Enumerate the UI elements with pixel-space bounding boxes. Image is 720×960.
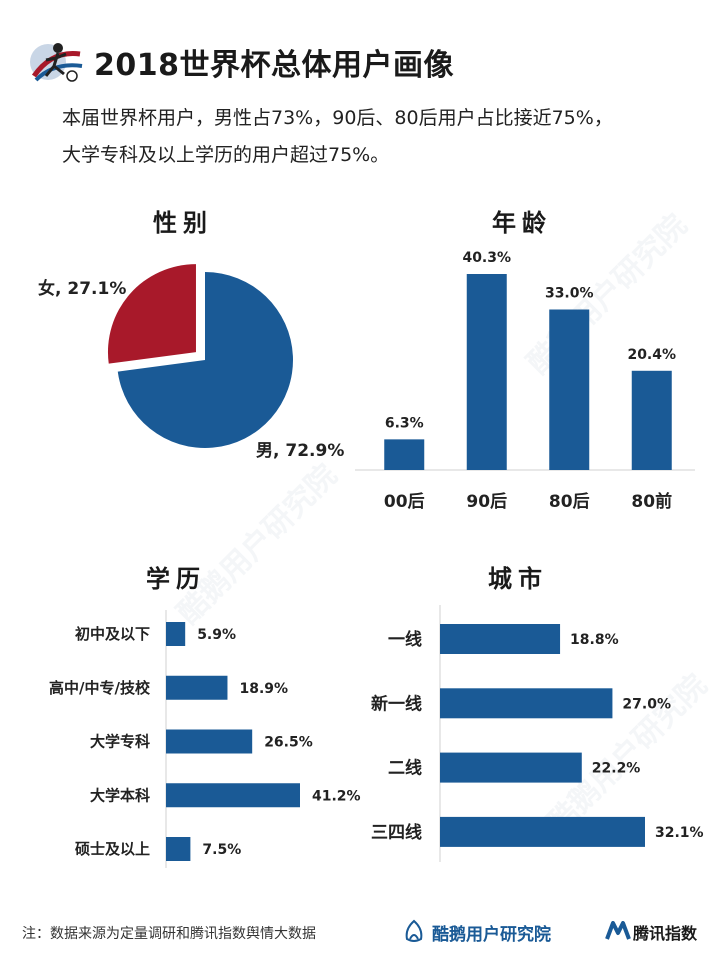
age-bar bbox=[384, 439, 425, 470]
education-data-label: 5.9% bbox=[197, 627, 236, 643]
age-bar bbox=[466, 274, 507, 470]
source-footnote: 注：数据来源为定量调研和腾讯指数舆情大数据 bbox=[22, 926, 316, 942]
age-data-label: 6.3% bbox=[385, 415, 424, 431]
city-tick-label: 新一线 bbox=[371, 693, 422, 714]
city-tick-label: 三四线 bbox=[371, 822, 422, 843]
education-bar bbox=[166, 622, 186, 646]
subtitle-line-2: 大学专科及以上学历的用户超过75%。 bbox=[62, 144, 390, 166]
education-tick-label: 硕士及以上 bbox=[75, 840, 150, 858]
education-tick-label: 初中及以下 bbox=[75, 625, 150, 643]
education-bar bbox=[166, 729, 253, 754]
city-data-label: 18.8% bbox=[570, 632, 619, 648]
education-tick-label: 高中/中专/技校 bbox=[49, 679, 151, 697]
pie-slice-female bbox=[107, 264, 196, 364]
education-tick-label: 大学专科 bbox=[90, 733, 150, 751]
education-bar bbox=[166, 783, 300, 808]
pie-label-male: 男, 72.9% bbox=[256, 441, 344, 461]
age-tick-label: 80前 bbox=[631, 491, 672, 512]
penguin-logo-icon bbox=[405, 919, 423, 942]
tencent-index-logo-icon bbox=[605, 921, 631, 940]
pie-label-female: 女, 27.1% bbox=[38, 278, 126, 299]
education-bar bbox=[166, 837, 191, 861]
age-data-label: 20.4% bbox=[627, 347, 676, 363]
education-bar bbox=[166, 675, 228, 700]
gender-section-title: 性别 bbox=[153, 209, 213, 237]
age-tick-label: 90后 bbox=[466, 492, 507, 512]
age-bar bbox=[549, 309, 590, 470]
city-bar bbox=[440, 752, 582, 783]
city-tick-label: 二线 bbox=[388, 758, 422, 779]
city-bar bbox=[440, 624, 561, 654]
city-data-label: 27.0% bbox=[622, 696, 671, 712]
education-tick-label: 大学本科 bbox=[90, 786, 150, 804]
age-bar bbox=[631, 370, 672, 470]
city-section-title: 城市 bbox=[488, 565, 548, 593]
football-player-icon bbox=[30, 43, 83, 82]
subtitle-line-1: 本届世界杯用户，男性占73%，90后、80后用户占比接近75%， bbox=[62, 107, 613, 129]
city-bar bbox=[440, 688, 613, 719]
education-data-label: 7.5% bbox=[202, 842, 241, 858]
age-section-title: 年龄 bbox=[492, 209, 552, 237]
brand-tencent-index: 腾讯指数 bbox=[633, 924, 698, 943]
education-data-label: 26.5% bbox=[264, 735, 313, 751]
city-tick-label: 一线 bbox=[388, 629, 422, 650]
age-tick-label: 80后 bbox=[549, 492, 590, 512]
education-section-title: 学历 bbox=[146, 565, 206, 593]
education-data-label: 41.2% bbox=[312, 788, 361, 804]
brand-kuer: 酷鹅用户研究院 bbox=[432, 925, 551, 945]
city-data-label: 22.2% bbox=[592, 761, 641, 777]
age-data-label: 40.3% bbox=[462, 250, 511, 266]
age-data-label: 33.0% bbox=[545, 286, 594, 302]
city-bar bbox=[440, 816, 645, 847]
education-data-label: 18.9% bbox=[239, 681, 288, 697]
pie-slice-male bbox=[117, 272, 294, 449]
age-tick-label: 00后 bbox=[384, 492, 425, 512]
page-title: 2018世界杯总体用户画像 bbox=[94, 48, 454, 83]
city-data-label: 32.1% bbox=[655, 825, 704, 841]
